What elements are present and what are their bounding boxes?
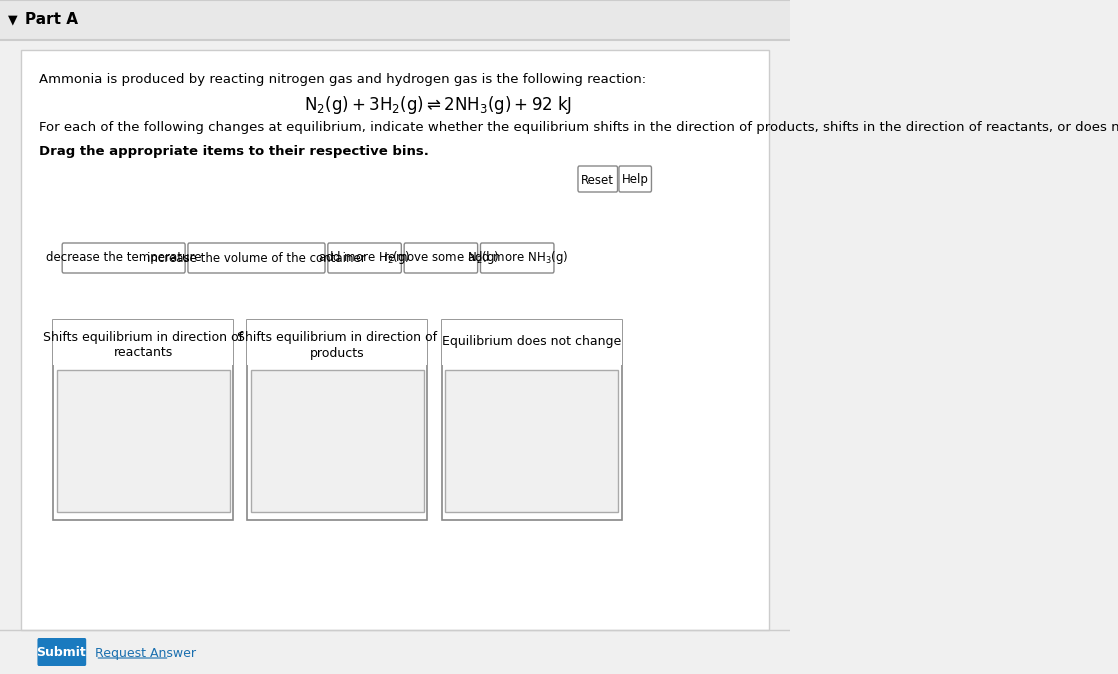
Text: Submit: Submit [37, 646, 86, 659]
FancyBboxPatch shape [0, 0, 790, 40]
FancyBboxPatch shape [247, 320, 427, 365]
Text: Drag the appropriate items to their respective bins.: Drag the appropriate items to their resp… [39, 146, 428, 158]
FancyBboxPatch shape [578, 166, 617, 192]
Text: add more $\mathrm{H_2(g)}$: add more $\mathrm{H_2(g)}$ [319, 249, 410, 266]
FancyBboxPatch shape [481, 243, 553, 273]
FancyBboxPatch shape [405, 243, 477, 273]
Text: $\mathrm{N_2(g) + 3H_2(g) \rightleftharpoons 2NH_3(g) + 92\ kJ}$: $\mathrm{N_2(g) + 3H_2(g) \rightleftharp… [304, 94, 572, 116]
FancyBboxPatch shape [53, 320, 234, 520]
Text: reactants: reactants [113, 346, 172, 359]
Text: ▼: ▼ [8, 13, 18, 26]
Text: Reset: Reset [581, 173, 614, 187]
Text: Shifts equilibrium in direction of: Shifts equilibrium in direction of [42, 330, 243, 344]
Text: decrease the temperature: decrease the temperature [46, 251, 201, 264]
Text: increase the volume of the container: increase the volume of the container [148, 251, 366, 264]
FancyBboxPatch shape [57, 370, 229, 512]
Text: For each of the following changes at equilibrium, indicate whether the equilibri: For each of the following changes at equ… [39, 121, 1118, 135]
Text: products: products [310, 346, 364, 359]
FancyBboxPatch shape [619, 166, 652, 192]
Text: Ammonia is produced by reacting nitrogen gas and hydrogen gas is the following r: Ammonia is produced by reacting nitrogen… [39, 73, 646, 86]
FancyBboxPatch shape [328, 243, 401, 273]
FancyBboxPatch shape [53, 320, 234, 365]
FancyBboxPatch shape [445, 370, 618, 512]
Text: remove some $\mathrm{N_2(g)}$: remove some $\mathrm{N_2(g)}$ [382, 249, 499, 266]
FancyBboxPatch shape [247, 320, 427, 520]
FancyBboxPatch shape [37, 638, 86, 666]
Text: Help: Help [622, 173, 648, 187]
Text: Request Answer: Request Answer [95, 646, 197, 659]
FancyBboxPatch shape [63, 243, 186, 273]
Text: Shifts equilibrium in direction of: Shifts equilibrium in direction of [237, 330, 437, 344]
FancyBboxPatch shape [188, 243, 325, 273]
Text: Equilibrium does not change: Equilibrium does not change [442, 336, 622, 348]
FancyBboxPatch shape [21, 50, 769, 630]
Text: Part A: Part A [25, 13, 78, 28]
FancyBboxPatch shape [442, 320, 622, 520]
FancyBboxPatch shape [250, 370, 424, 512]
FancyBboxPatch shape [442, 320, 622, 365]
Text: add more $\mathrm{NH_3(g)}$: add more $\mathrm{NH_3(g)}$ [466, 249, 568, 266]
